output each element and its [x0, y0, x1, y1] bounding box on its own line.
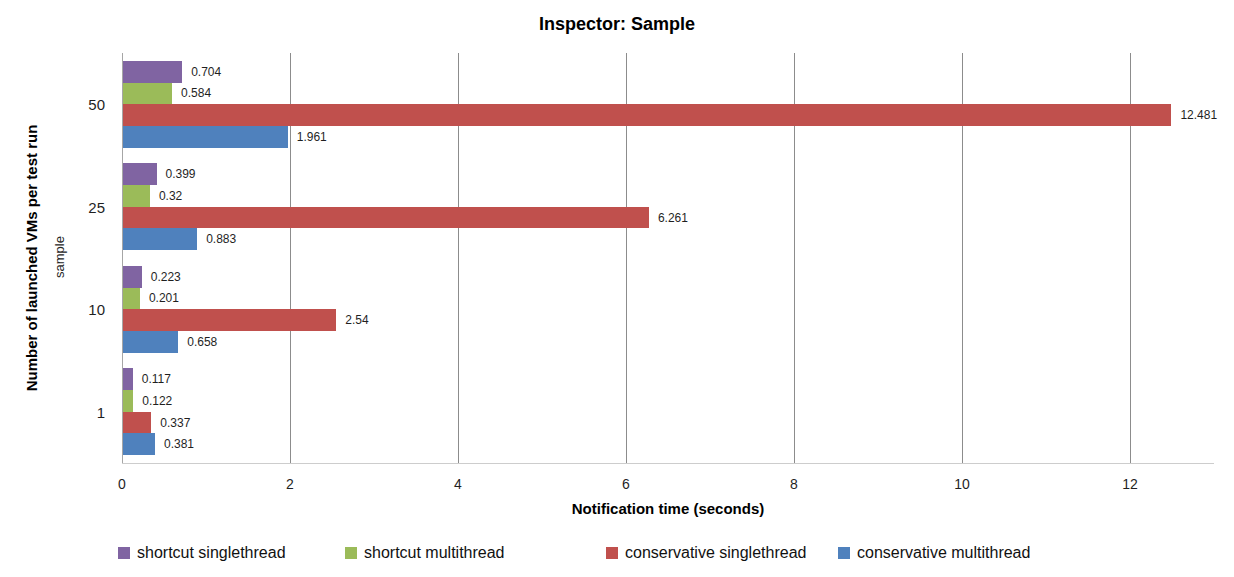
- y-axis-subtitle: sample: [52, 236, 67, 278]
- x-tick-label: 12: [1106, 477, 1154, 491]
- bar-value-label: 0.337: [160, 417, 190, 429]
- x-tick-label: 0: [98, 477, 146, 491]
- bar-chart: Inspector: Sample Number of launched VMs…: [0, 0, 1234, 577]
- bar: [123, 207, 649, 229]
- bar-value-label: 0.658: [187, 336, 217, 348]
- bar-value-label: 0.117: [142, 373, 171, 385]
- bar: [123, 61, 182, 83]
- chart-title: Inspector: Sample: [0, 14, 1234, 35]
- bar-value-label: 12.481: [1180, 109, 1217, 121]
- legend-item: shortcut singlethread: [118, 543, 286, 562]
- bar: [123, 126, 288, 148]
- x-tick-label: 6: [602, 477, 650, 491]
- y-category-label: 10: [55, 302, 105, 317]
- bar: [123, 185, 150, 207]
- bar: [123, 309, 336, 331]
- legend-label: conservative multithread: [857, 545, 1030, 561]
- x-tick-label: 8: [770, 477, 818, 491]
- y-category-label: 25: [55, 200, 105, 215]
- x-tick-label: 10: [938, 477, 986, 491]
- bar-value-label: 0.399: [166, 168, 196, 180]
- x-tick-label: 2: [266, 477, 314, 491]
- bar: [123, 412, 151, 434]
- bar-value-label: 0.381: [164, 438, 194, 450]
- y-category-label: 50: [55, 97, 105, 112]
- legend-swatch-icon: [838, 547, 850, 559]
- bar-value-label: 6.261: [658, 212, 688, 224]
- bar: [123, 83, 172, 105]
- legend-item: shortcut multithread: [345, 543, 505, 562]
- legend-label: shortcut singlethread: [137, 545, 286, 561]
- x-axis-line: [122, 463, 1214, 464]
- legend-swatch-icon: [345, 547, 357, 559]
- bar: [123, 104, 1171, 126]
- bar: [123, 331, 178, 353]
- bar-value-label: 0.883: [206, 233, 236, 245]
- bar: [123, 433, 155, 455]
- bar-value-label: 0.704: [191, 66, 221, 78]
- legend-swatch-icon: [606, 547, 618, 559]
- bar-value-label: 0.32: [159, 190, 182, 202]
- bar-value-label: 2.54: [345, 314, 368, 326]
- legend-item: conservative singlethread: [606, 543, 806, 562]
- bar: [123, 266, 142, 288]
- legend-item: conservative multithread: [838, 543, 1030, 562]
- bar-value-label: 0.223: [151, 271, 181, 283]
- bar: [123, 163, 157, 185]
- bar-value-label: 1.961: [297, 131, 327, 143]
- y-axis-title: Number of launched VMs per test run: [23, 125, 40, 392]
- legend-label: conservative singlethread: [625, 545, 806, 561]
- x-tick-label: 4: [434, 477, 482, 491]
- bar: [123, 390, 133, 412]
- bar-value-label: 0.122: [142, 395, 172, 407]
- bar: [123, 288, 140, 310]
- bar-value-label: 0.584: [181, 87, 211, 99]
- bar-value-label: 0.201: [149, 292, 179, 304]
- y-category-label: 1: [55, 405, 105, 420]
- bar: [123, 368, 133, 390]
- legend-label: shortcut multithread: [364, 545, 505, 561]
- bar: [123, 228, 197, 250]
- x-axis-title: Notification time (seconds): [122, 500, 1214, 517]
- legend-swatch-icon: [118, 547, 130, 559]
